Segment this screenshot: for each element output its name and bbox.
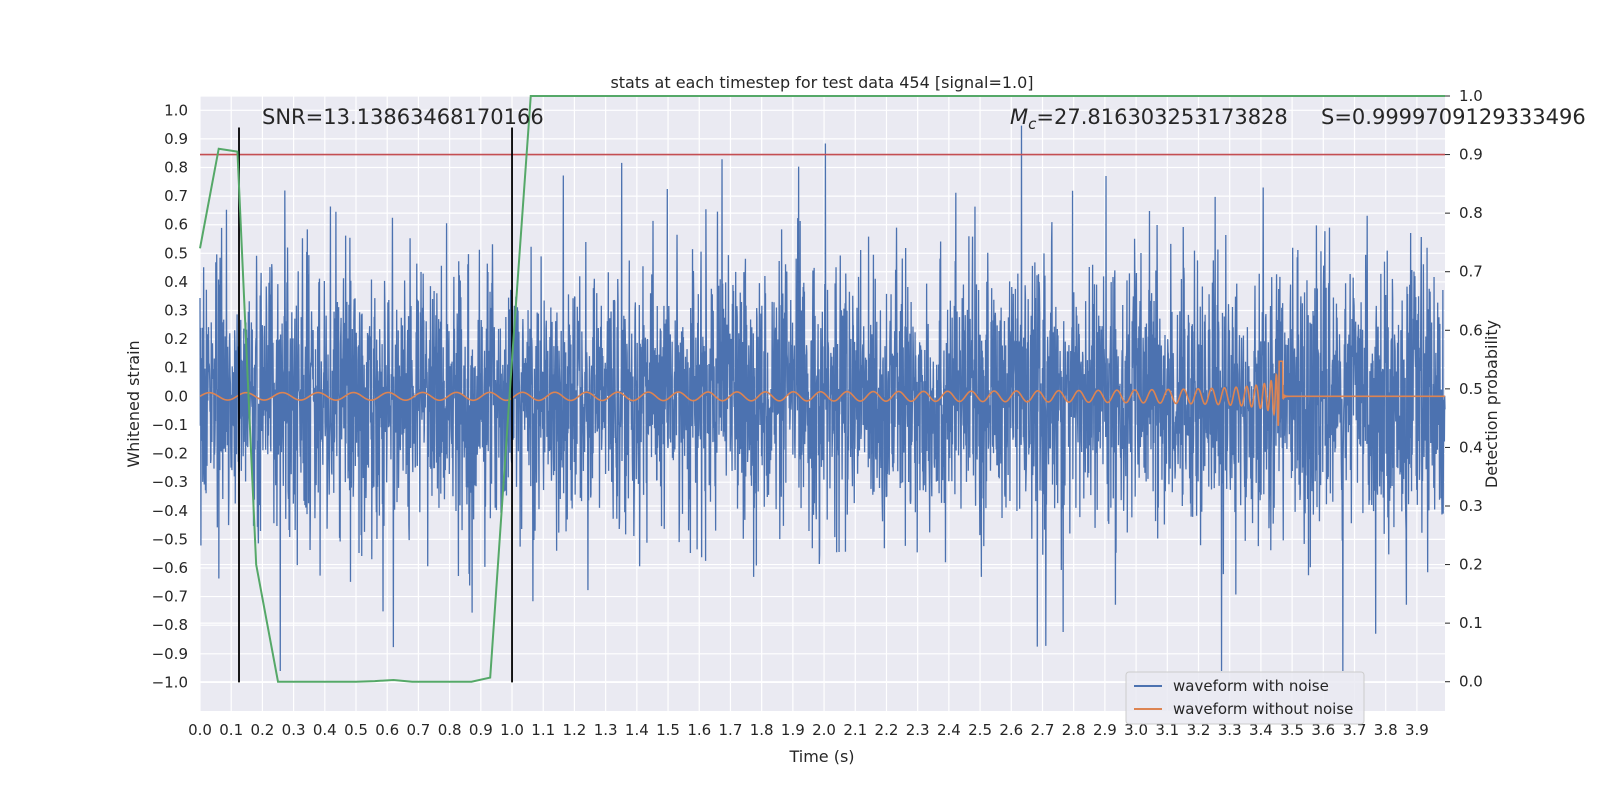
x-tick-label: 0.8 <box>438 721 462 739</box>
y2-tick-label: 1.0 <box>1459 87 1483 105</box>
y2-tick-label: 0.1 <box>1459 614 1483 632</box>
y-tick-label: 0.1 <box>164 359 188 377</box>
x-tick-label: 2.6 <box>999 721 1023 739</box>
x-tick-label: 1.9 <box>781 721 805 739</box>
y2-tick-label: 0.4 <box>1459 438 1483 456</box>
x-tick-label: 3.7 <box>1343 721 1367 739</box>
y2-tick-label: 0.9 <box>1459 146 1483 164</box>
mc-subscript: c <box>1028 115 1037 133</box>
y2-tick-label: 0.2 <box>1459 556 1483 574</box>
x-tick-label: 0.6 <box>375 721 399 739</box>
x-tick-label: 2.7 <box>1031 721 1055 739</box>
ticks-layer: 0.0 0.1 0.2 0.3 0.4 0.5 0.6 0.7 0.8 0.9 1.0 1.1 1.2 1… <box>152 87 1483 739</box>
x-tick-label: 0.1 <box>219 721 243 739</box>
x-tick-label: 3.2 <box>1187 721 1211 739</box>
x-tick-label: 2.1 <box>843 721 867 739</box>
series-waveform-with-noise <box>199 125 1446 671</box>
y-tick-label: 0.0 <box>164 387 188 405</box>
x-tick-label: 2.5 <box>968 721 992 739</box>
x-tick-label: 2.4 <box>937 721 961 739</box>
y-tick-label: 0.4 <box>164 273 188 291</box>
y-tick-label: −0.3 <box>152 473 188 491</box>
y2-tick-label: 0.7 <box>1459 263 1483 281</box>
x-tick-label: 1.2 <box>563 721 587 739</box>
snr-annotation: SNR=13.13863468170166 <box>262 105 544 129</box>
x-tick-label: 1.5 <box>656 721 680 739</box>
y-tick-label: −0.5 <box>152 530 188 548</box>
y2-tick-label: 0.6 <box>1459 321 1483 339</box>
legend-box <box>1125 671 1365 725</box>
y-tick-label: −0.9 <box>152 645 188 663</box>
x-tick-label: 3.8 <box>1374 721 1398 739</box>
x-tick-label: 0.5 <box>344 721 368 739</box>
series-waveform-without-noise <box>199 360 1445 426</box>
x-tick-label: 1.7 <box>719 721 743 739</box>
legend-label-clean: waveform without noise <box>1173 700 1353 718</box>
x-axis-label: Time (s) <box>788 747 854 766</box>
y-tick-label: −0.6 <box>152 559 188 577</box>
y-tick-label: −1.0 <box>152 673 188 691</box>
x-tick-label: 0.2 <box>250 721 274 739</box>
x-tick-label: 3.6 <box>1311 721 1335 739</box>
x-tick-label: 2.9 <box>1093 721 1117 739</box>
x-tick-label: 1.1 <box>531 721 555 739</box>
y2-tick-label: 0.8 <box>1459 204 1483 222</box>
legend: waveform with noise waveform without noi… <box>1125 671 1365 725</box>
y-tick-label: −0.2 <box>152 445 188 463</box>
x-tick-label: 3.1 <box>1155 721 1179 739</box>
y-tick-label: −0.4 <box>152 502 188 520</box>
x-tick-label: 0.9 <box>469 721 493 739</box>
mc-symbol: M <box>1010 105 1028 129</box>
x-tick-label: 3.5 <box>1280 721 1304 739</box>
y-tick-label: 0.7 <box>164 187 188 205</box>
x-tick-label: 0.3 <box>282 721 306 739</box>
x-tick-label: 3.4 <box>1249 721 1273 739</box>
x-tick-label: 2.3 <box>906 721 930 739</box>
y2-axis-label: Detection probability <box>1482 320 1501 488</box>
y-tick-label: 0.2 <box>164 330 188 348</box>
mc-value: =27.816303253173828 <box>1036 105 1287 129</box>
y2-tick-label: 0.0 <box>1459 673 1483 691</box>
y-tick-label: 0.9 <box>164 130 188 148</box>
x-tick-label: 0.7 <box>406 721 430 739</box>
y2-tick-label: 0.3 <box>1459 497 1483 515</box>
x-tick-label: 2.0 <box>812 721 836 739</box>
x-tick-label: 1.4 <box>625 721 649 739</box>
y2-tick-label: 0.5 <box>1459 380 1483 398</box>
y-tick-label: 1.0 <box>164 101 188 119</box>
x-tick-label: 1.8 <box>750 721 774 739</box>
y-tick-label: 0.5 <box>164 244 188 262</box>
x-tick-label: 0.0 <box>188 721 212 739</box>
legend-label-noise: waveform with noise <box>1173 677 1329 695</box>
y-tick-label: −0.1 <box>152 416 188 434</box>
y-tick-label: −0.7 <box>152 588 188 606</box>
y-tick-label: 0.8 <box>164 159 188 177</box>
y-tick-label: −0.8 <box>152 616 188 634</box>
x-tick-label: 3.3 <box>1218 721 1242 739</box>
chart-title: stats at each timestep for test data 454… <box>610 73 1033 92</box>
y-tick-label: 0.6 <box>164 216 188 234</box>
mc-annotation: Mc=27.816303253173828 <box>1010 105 1288 133</box>
y-tick-label: 0.3 <box>164 302 188 320</box>
x-tick-label: 1.6 <box>687 721 711 739</box>
series-detection-probability <box>199 95 1445 683</box>
s-annotation: S=0.9999709129333496 <box>1321 105 1586 129</box>
x-tick-label: 1.0 <box>500 721 524 739</box>
series-layer <box>199 95 1446 683</box>
x-tick-label: 3.9 <box>1405 721 1429 739</box>
x-tick-label: 2.2 <box>875 721 899 739</box>
x-tick-label: 2.8 <box>1062 721 1086 739</box>
x-tick-label: 1.3 <box>594 721 618 739</box>
y-axis-label: Whitened strain <box>124 340 143 467</box>
x-tick-label: 3.0 <box>1124 721 1148 739</box>
x-tick-label: 0.4 <box>313 721 337 739</box>
